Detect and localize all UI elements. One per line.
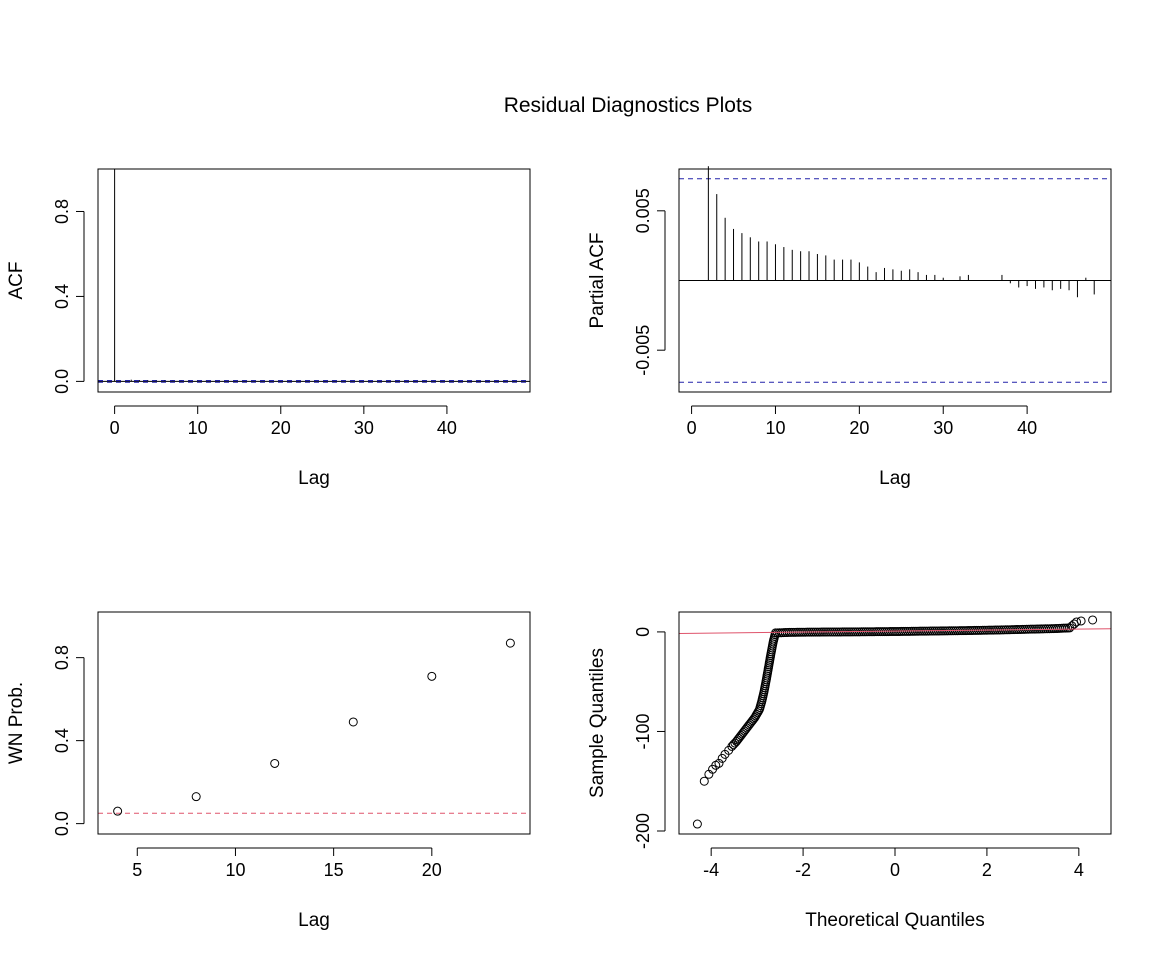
wn-prob-point (113, 806, 123, 816)
pacf-y-axis-label: Partial ACF (587, 232, 608, 328)
acf-plot-frame (97, 168, 531, 393)
x-tick-label: 0 (110, 418, 120, 438)
wn-prob-point (191, 792, 201, 802)
qq-point (745, 718, 755, 728)
x-tick-label: 20 (849, 418, 869, 438)
qq-point (742, 723, 752, 733)
x-tick-label: 5 (132, 860, 142, 880)
pacf-marks (679, 166, 1111, 383)
qq-point (738, 727, 748, 737)
qq-point (1088, 615, 1098, 625)
qq-point (731, 736, 741, 746)
acf-marks (98, 169, 530, 383)
wn-prob-point (427, 671, 437, 681)
wn-prob-y-axis-label: WN Prob. (6, 682, 27, 764)
x-tick-label: 20 (271, 418, 291, 438)
qq-point (692, 819, 702, 829)
wn-prob-x-axis-label: Lag (298, 910, 330, 931)
qq-reference-line (678, 628, 1112, 634)
wn-prob-point (270, 758, 280, 768)
y-tick-label: -0.005 (633, 325, 653, 376)
y-tick-label: -200 (633, 813, 653, 849)
wn-prob-panel: 5 10 15 20 0.0 0.4 0.8 Lag WN Prob. (6, 611, 531, 931)
x-tick-label: 40 (437, 418, 457, 438)
wn-prob-marks (98, 638, 530, 816)
x-tick-label: 30 (354, 418, 374, 438)
pacf-plot-frame (678, 168, 1112, 393)
acf-panel: 0 10 20 30 40 0.0 0.4 0.8 Lag ACF (6, 168, 531, 489)
x-tick-label: 10 (225, 860, 245, 880)
pacf-panel: 0 10 20 30 40 -0.005 0.005 Lag Partial ACF (587, 166, 1112, 489)
acf-axes: 0 10 20 30 40 0.0 0.4 0.8 (52, 199, 457, 438)
qq-point (734, 733, 744, 743)
pacf-x-axis-label: Lag (879, 468, 911, 489)
y-tick-label: 0.8 (52, 199, 72, 224)
qq-panel: -4 -2 0 2 4 -200 -100 0 Theoretical Quantiles S… (587, 611, 1112, 931)
qq-point (749, 714, 759, 724)
x-tick-label: 10 (188, 418, 208, 438)
x-tick-label: 2 (982, 860, 992, 880)
qq-axes: -4 -2 0 2 4 -200 -100 0 (633, 627, 1084, 880)
qq-plot-frame (678, 611, 1112, 835)
figure-title: Residual Diagnostics Plots (504, 94, 753, 117)
qq-point (699, 776, 709, 786)
x-tick-label: 4 (1074, 860, 1084, 880)
pacf-axes: 0 10 20 30 40 -0.005 0.005 (633, 188, 1037, 438)
qq-point (733, 735, 743, 745)
x-tick-label: 0 (890, 860, 900, 880)
qq-point (714, 758, 724, 768)
y-tick-label: 0.0 (52, 811, 72, 836)
qq-point (744, 720, 754, 730)
y-tick-label: 0 (633, 627, 653, 637)
x-tick-label: 15 (324, 860, 344, 880)
x-tick-label: -4 (703, 860, 719, 880)
wn-prob-point (348, 717, 358, 727)
qq-point (736, 730, 746, 740)
x-tick-label: 30 (933, 418, 953, 438)
qq-x-axis-label: Theoretical Quantiles (805, 910, 985, 931)
y-tick-label: -100 (633, 713, 653, 749)
qq-point (739, 726, 749, 736)
qq-point (1076, 616, 1086, 626)
acf-x-axis-label: Lag (298, 468, 330, 489)
wn-prob-point (505, 638, 515, 648)
qq-point (727, 741, 737, 751)
qq-point (735, 732, 745, 742)
x-tick-label: 40 (1017, 418, 1037, 438)
y-tick-label: 0.4 (52, 728, 72, 753)
qq-point (1072, 617, 1082, 627)
wn-prob-plot-frame (97, 611, 531, 835)
qq-marks (678, 615, 1112, 829)
qq-point (748, 716, 758, 726)
y-tick-label: 0.4 (52, 284, 72, 309)
qq-point (741, 724, 751, 734)
wn-prob-axes: 5 10 15 20 0.0 0.4 0.8 (52, 645, 442, 880)
x-tick-label: 20 (422, 860, 442, 880)
y-tick-label: 0.0 (52, 369, 72, 394)
qq-point (743, 721, 753, 731)
x-tick-label: -2 (795, 860, 811, 880)
x-tick-label: 0 (687, 418, 697, 438)
qq-y-axis-label: Sample Quantiles (587, 648, 608, 798)
y-tick-label: 0.005 (633, 188, 653, 233)
acf-y-axis-label: ACF (6, 262, 27, 300)
qq-point (737, 729, 747, 739)
x-tick-label: 10 (765, 418, 785, 438)
qq-point (746, 717, 756, 727)
y-tick-label: 0.8 (52, 645, 72, 670)
